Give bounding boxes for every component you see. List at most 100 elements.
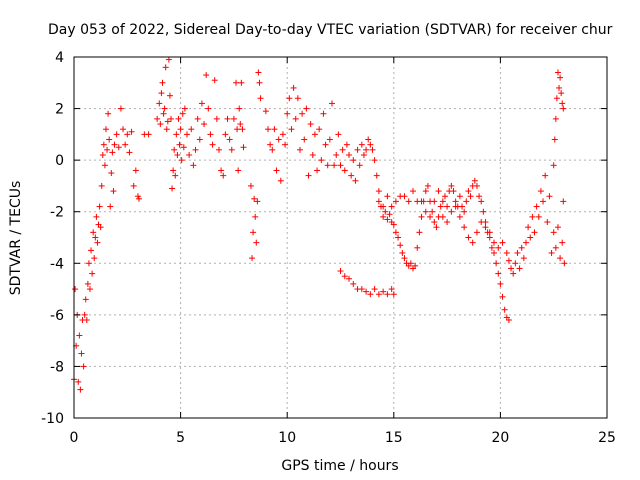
data-point (367, 291, 374, 298)
data-point (495, 244, 502, 251)
data-point (551, 136, 558, 143)
data-point (230, 115, 237, 122)
data-point (83, 317, 90, 324)
data-point (247, 182, 254, 189)
y-tick-label: -10 (41, 411, 64, 427)
data-point (253, 239, 260, 246)
data-point (333, 151, 340, 158)
data-point (311, 131, 318, 138)
data-point (486, 234, 493, 241)
data-point (207, 131, 214, 138)
data-point (375, 188, 382, 195)
data-point (284, 110, 291, 117)
data-point (122, 141, 129, 148)
data-point (262, 108, 269, 115)
data-point (271, 126, 278, 133)
data-point (99, 151, 106, 158)
data-point (124, 131, 131, 138)
data-point (190, 162, 197, 169)
data-point (78, 350, 85, 357)
data-point (390, 291, 397, 298)
data-point (251, 195, 258, 202)
data-point (294, 95, 301, 102)
data-point (397, 242, 404, 249)
data-point (557, 74, 564, 81)
data-point (556, 84, 563, 91)
data-point (326, 136, 333, 143)
data-point (375, 198, 382, 205)
data-point (493, 260, 500, 267)
data-point (542, 172, 549, 179)
data-point (558, 90, 565, 97)
data-point (177, 126, 184, 133)
data-point (508, 265, 515, 272)
data-point (163, 126, 170, 133)
data-point (172, 172, 179, 179)
data-point (181, 105, 188, 112)
data-point (175, 115, 182, 122)
data-point (497, 280, 504, 287)
y-axis: -10 -8 -6 -4 -2 0 2 4 (41, 50, 607, 427)
data-point (388, 203, 395, 210)
data-point (286, 95, 293, 102)
data-point (525, 224, 532, 231)
data-point (82, 296, 89, 303)
data-point (371, 286, 378, 293)
y-tick-label: 4 (55, 50, 64, 66)
data-point (439, 213, 446, 220)
data-point (527, 234, 534, 241)
data-point (174, 151, 181, 158)
data-point (405, 198, 412, 205)
data-point (75, 378, 82, 385)
data-point (97, 224, 104, 231)
data-point (178, 157, 185, 164)
data-point (456, 193, 463, 200)
data-point (514, 249, 521, 256)
data-point (120, 126, 127, 133)
data-point (92, 234, 99, 241)
data-point (531, 229, 538, 236)
data-point (273, 167, 280, 174)
data-point (322, 141, 329, 148)
data-point (437, 203, 444, 210)
data-point (256, 79, 263, 86)
data-point (254, 198, 261, 205)
data-point (161, 105, 168, 112)
data-point (461, 224, 468, 231)
data-point (373, 172, 380, 179)
data-point (196, 136, 203, 143)
data-point (110, 188, 117, 195)
data-point (168, 115, 175, 122)
data-point (183, 131, 190, 138)
data-point (320, 110, 327, 117)
data-point (316, 126, 323, 133)
data-point (296, 146, 303, 153)
data-point (369, 146, 376, 153)
data-point (277, 177, 284, 184)
data-point (444, 203, 451, 210)
data-point (465, 234, 472, 241)
data-point (473, 229, 480, 236)
data-point (544, 219, 551, 226)
data-point (205, 105, 212, 112)
data-point (499, 293, 506, 300)
data-point (452, 203, 459, 210)
data-point (560, 198, 567, 205)
data-point (346, 151, 353, 158)
data-point (488, 244, 495, 251)
data-point (328, 100, 335, 107)
data-point (418, 213, 425, 220)
data-point (235, 167, 242, 174)
data-point (134, 193, 141, 200)
data-point (384, 193, 391, 200)
data-point (478, 219, 485, 226)
data-point (518, 244, 525, 251)
data-point (491, 249, 498, 256)
data-point (86, 286, 93, 293)
data-point (392, 229, 399, 236)
data-point (309, 151, 316, 158)
data-point (429, 208, 436, 215)
data-point (495, 270, 502, 277)
data-point (154, 115, 161, 122)
data-point (179, 110, 186, 117)
